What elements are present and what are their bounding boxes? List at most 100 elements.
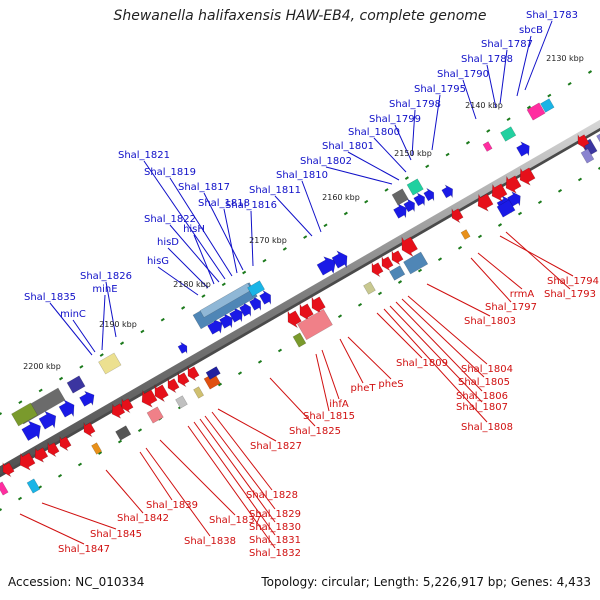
gene-block-teal xyxy=(406,178,424,196)
forward-gene-arrow xyxy=(413,192,425,207)
rev-leader-line xyxy=(315,353,330,412)
gene-block-blue xyxy=(496,199,516,218)
reverse-gene-label: Shal_1842 xyxy=(117,513,169,524)
gene-block-grey-shape xyxy=(115,425,132,441)
gene-block-pink xyxy=(297,308,333,341)
forward-gene-arrow xyxy=(58,399,75,418)
reverse-gene-arrow-shape xyxy=(505,175,522,194)
tick-mark xyxy=(237,371,243,376)
gene-block-khaki-shape xyxy=(193,386,205,399)
forward-gene-arrow xyxy=(331,250,348,269)
reverse-gene-arrow xyxy=(2,461,15,478)
reverse-gene-label: Shal_1804 xyxy=(461,364,513,375)
fwd-leader-line xyxy=(167,247,209,289)
tick-mark xyxy=(425,164,430,169)
fwd-leader-line xyxy=(105,281,117,338)
tick-mark xyxy=(242,270,247,275)
forward-gene-arrow xyxy=(393,203,407,219)
forward-gene-arrow-shape xyxy=(219,313,233,329)
rev-leader-line xyxy=(105,469,144,514)
forward-gene-label: Shal_1790 xyxy=(437,69,489,80)
forward-gene-arrow xyxy=(177,341,188,355)
gene-block-cyan-shape xyxy=(540,98,555,113)
reverse-gene-arrow xyxy=(381,255,394,272)
forward-gene-arrow xyxy=(219,313,233,329)
figure-title: Shewanella halifaxensis HAW-EB4, complet… xyxy=(113,8,487,24)
leader-lines xyxy=(19,20,574,549)
forward-gene-label: Shal_1810 xyxy=(276,170,328,181)
forward-gene-arrow xyxy=(259,289,272,306)
forward-gene-arrow-shape xyxy=(393,203,407,219)
gene-block-cyan-shape xyxy=(26,478,41,494)
tick-mark xyxy=(497,223,503,227)
reverse-gene-label: Shal_1793 xyxy=(544,289,596,300)
fwd-leader-line xyxy=(193,234,215,285)
gene-block-grey xyxy=(115,425,132,441)
rev-leader-line xyxy=(376,312,423,359)
scale-label: 2150 kbp xyxy=(394,149,432,158)
reverse-gene-arrow xyxy=(121,397,134,414)
tick-mark xyxy=(417,268,423,273)
gene-block-olive-shape xyxy=(11,402,38,427)
gene-block-cyan xyxy=(26,478,41,494)
gene-block-olive xyxy=(11,402,38,427)
gene-block-magenta xyxy=(526,102,546,121)
gene-block-orange xyxy=(460,229,471,240)
gene-block-pale-yellow xyxy=(98,352,122,375)
reverse-gene-arrow xyxy=(401,236,418,258)
rev-leader-line xyxy=(199,418,276,523)
reverse-gene-arrow xyxy=(83,421,96,438)
forward-gene-arrow xyxy=(403,198,415,213)
gene-block-magenta-shape xyxy=(526,102,546,121)
reverse-gene-label: Shal_1847 xyxy=(58,544,110,555)
tick-mark xyxy=(587,70,593,74)
tick-mark xyxy=(217,382,223,387)
scale-label: 2200 kbp xyxy=(23,362,61,371)
reverse-gene-label: Shal_1830 xyxy=(249,522,301,533)
tick-mark xyxy=(17,496,23,501)
gene-block-teal-shape xyxy=(500,126,517,142)
rev-leader-line xyxy=(477,252,523,290)
forward-gene-arrow xyxy=(21,420,41,441)
fwd-leader-line xyxy=(462,79,477,120)
gene-block-khaki xyxy=(363,281,376,295)
reverse-gene-label: Shal_1805 xyxy=(458,377,510,388)
tick-mark xyxy=(577,177,583,182)
reverse-gene-arrow-shape xyxy=(519,167,536,186)
reverse-gene-arrow-shape xyxy=(121,397,134,414)
rev-leader-line xyxy=(383,308,488,423)
forward-gene-label: Shal_1821 xyxy=(118,150,170,161)
reverse-gene-arrow-shape xyxy=(391,249,404,266)
forward-gene-arrow-shape xyxy=(79,390,95,407)
reverse-gene-label: Shal_1797 xyxy=(485,302,537,313)
forward-gene-label: Shal_1802 xyxy=(300,156,352,167)
tick-mark xyxy=(77,462,83,467)
tick-mark xyxy=(201,294,206,298)
tick-mark xyxy=(506,117,511,122)
tick-mark xyxy=(282,247,287,251)
tick-mark xyxy=(303,235,308,239)
tick-mark xyxy=(221,282,226,287)
reverse-gene-label: Shal_1837 xyxy=(209,515,261,526)
rev-leader-line xyxy=(19,513,85,545)
reverse-gene-label: Shal_1839 xyxy=(146,500,198,511)
reverse-gene-arrow-shape xyxy=(477,193,494,212)
rev-leader-line xyxy=(211,411,273,491)
reverse-gene-arrow-shape xyxy=(177,371,190,388)
tick-mark xyxy=(567,81,572,86)
forward-gene-arrow xyxy=(229,307,243,323)
forward-gene-label: hisH xyxy=(183,224,205,235)
rev-leader-line xyxy=(145,447,211,537)
reverse-gene-label: Shal_1808 xyxy=(461,422,513,433)
fwd-leader-line xyxy=(274,195,313,237)
reverse-gene-arrow-shape xyxy=(154,384,169,403)
tick-mark xyxy=(323,223,328,228)
reverse-gene-arrow-shape xyxy=(187,365,200,382)
reverse-gene-arrow xyxy=(505,175,522,194)
rev-leader-line xyxy=(426,283,491,317)
forward-gene-arrow-shape xyxy=(403,198,415,213)
rev-leader-line xyxy=(389,305,483,403)
rev-leader-line xyxy=(407,295,488,365)
tick-mark xyxy=(557,188,563,193)
reverse-gene-label: ihfA xyxy=(329,399,349,410)
